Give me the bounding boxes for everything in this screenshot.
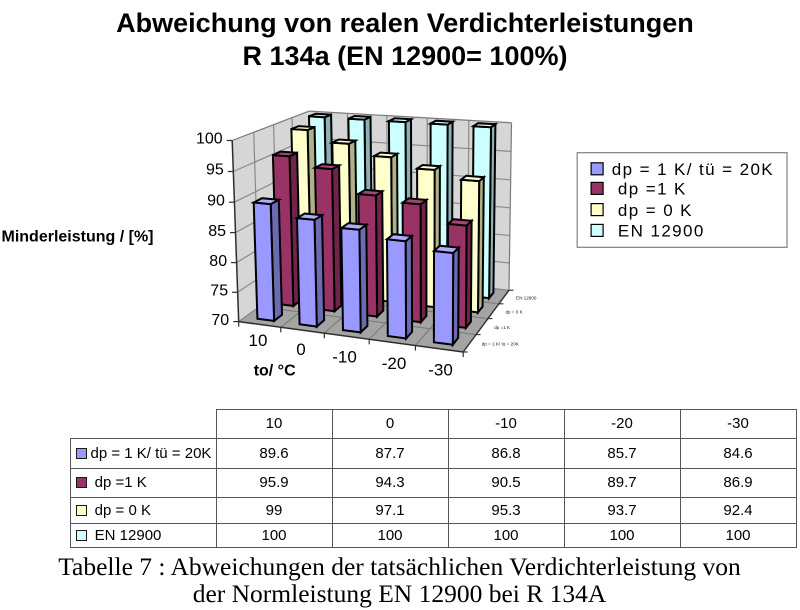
svg-text:to/ °C: to/ °C — [254, 363, 296, 380]
svg-text:0: 0 — [296, 340, 305, 359]
svg-text:-10: -10 — [332, 348, 357, 367]
svg-text:EN 12900: EN 12900 — [612, 222, 705, 241]
svg-text:95: 95 — [206, 162, 224, 179]
svg-text:EN 12900: EN 12900 — [516, 295, 537, 300]
svg-text:dp =1 K: dp =1 K — [494, 325, 511, 330]
svg-text:dp = 1 K/ tü = 20K: dp = 1 K/ tü = 20K — [612, 160, 774, 179]
svg-text:10: 10 — [249, 331, 268, 350]
svg-text:85: 85 — [208, 223, 226, 240]
svg-text:dp = 0 K: dp = 0 K — [612, 201, 693, 220]
svg-text:70: 70 — [211, 312, 229, 329]
svg-text:90: 90 — [207, 192, 225, 209]
svg-text:100: 100 — [196, 131, 223, 148]
svg-text:Minderleistung / [%]: Minderleistung / [%] — [2, 229, 154, 246]
svg-text:dp =1 K: dp =1 K — [612, 180, 687, 199]
svg-text:dp = 1 K/ tü = 20K: dp = 1 K/ tü = 20K — [482, 342, 520, 347]
svg-text:-30: -30 — [428, 361, 453, 380]
svg-text:75: 75 — [210, 283, 228, 300]
svg-text:dp = 0 K: dp = 0 K — [506, 310, 524, 315]
svg-text:-20: -20 — [382, 354, 407, 373]
svg-text:80: 80 — [209, 253, 227, 270]
